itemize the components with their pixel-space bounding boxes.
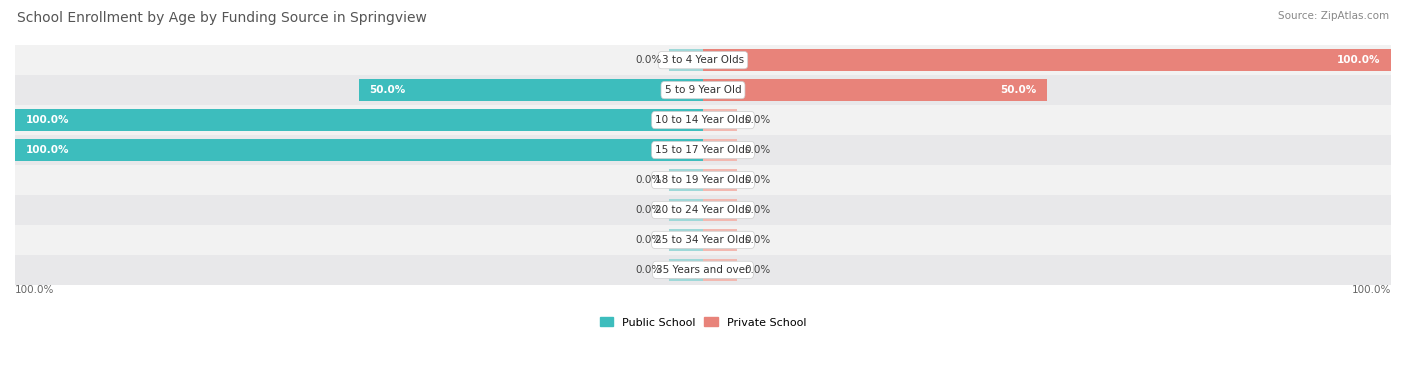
Text: 0.0%: 0.0% — [636, 265, 662, 275]
Text: 10 to 14 Year Olds: 10 to 14 Year Olds — [655, 115, 751, 125]
Text: 0.0%: 0.0% — [636, 235, 662, 245]
Bar — [669, 229, 703, 251]
Bar — [703, 79, 1047, 101]
Text: 0.0%: 0.0% — [744, 175, 770, 185]
Bar — [15, 109, 703, 131]
Text: 100.0%: 100.0% — [1337, 55, 1381, 65]
Bar — [15, 135, 1391, 165]
Text: 0.0%: 0.0% — [744, 205, 770, 215]
Bar — [15, 139, 703, 161]
Text: 0.0%: 0.0% — [636, 205, 662, 215]
Text: 50.0%: 50.0% — [1001, 85, 1036, 95]
Text: School Enrollment by Age by Funding Source in Springview: School Enrollment by Age by Funding Sour… — [17, 11, 427, 25]
Text: 5 to 9 Year Old: 5 to 9 Year Old — [665, 85, 741, 95]
Bar — [669, 49, 703, 71]
Text: 0.0%: 0.0% — [744, 115, 770, 125]
Bar — [703, 259, 737, 280]
Bar — [703, 109, 737, 131]
Text: 35 Years and over: 35 Years and over — [657, 265, 749, 275]
Text: 100.0%: 100.0% — [1351, 285, 1391, 295]
Bar — [15, 105, 1391, 135]
Bar — [15, 45, 1391, 75]
Text: 18 to 19 Year Olds: 18 to 19 Year Olds — [655, 175, 751, 185]
Text: 15 to 17 Year Olds: 15 to 17 Year Olds — [655, 145, 751, 155]
Bar — [15, 165, 1391, 195]
Text: 3 to 4 Year Olds: 3 to 4 Year Olds — [662, 55, 744, 65]
Text: 50.0%: 50.0% — [370, 85, 405, 95]
Text: 0.0%: 0.0% — [744, 145, 770, 155]
Bar — [669, 199, 703, 221]
Text: 100.0%: 100.0% — [25, 115, 69, 125]
Bar — [703, 169, 737, 191]
Bar — [703, 229, 737, 251]
Bar — [15, 255, 1391, 285]
Bar — [703, 139, 737, 161]
Text: 100.0%: 100.0% — [25, 145, 69, 155]
Bar — [359, 79, 703, 101]
Bar — [669, 169, 703, 191]
Bar — [15, 75, 1391, 105]
Bar — [669, 259, 703, 280]
Text: 0.0%: 0.0% — [744, 265, 770, 275]
Text: Source: ZipAtlas.com: Source: ZipAtlas.com — [1278, 11, 1389, 21]
Bar — [703, 199, 737, 221]
Legend: Public School, Private School: Public School, Private School — [595, 313, 811, 332]
Bar — [15, 225, 1391, 255]
Bar — [703, 49, 1391, 71]
Text: 20 to 24 Year Olds: 20 to 24 Year Olds — [655, 205, 751, 215]
Text: 0.0%: 0.0% — [636, 175, 662, 185]
Text: 0.0%: 0.0% — [636, 55, 662, 65]
Text: 100.0%: 100.0% — [15, 285, 55, 295]
Text: 25 to 34 Year Olds: 25 to 34 Year Olds — [655, 235, 751, 245]
Bar — [15, 195, 1391, 225]
Text: 0.0%: 0.0% — [744, 235, 770, 245]
